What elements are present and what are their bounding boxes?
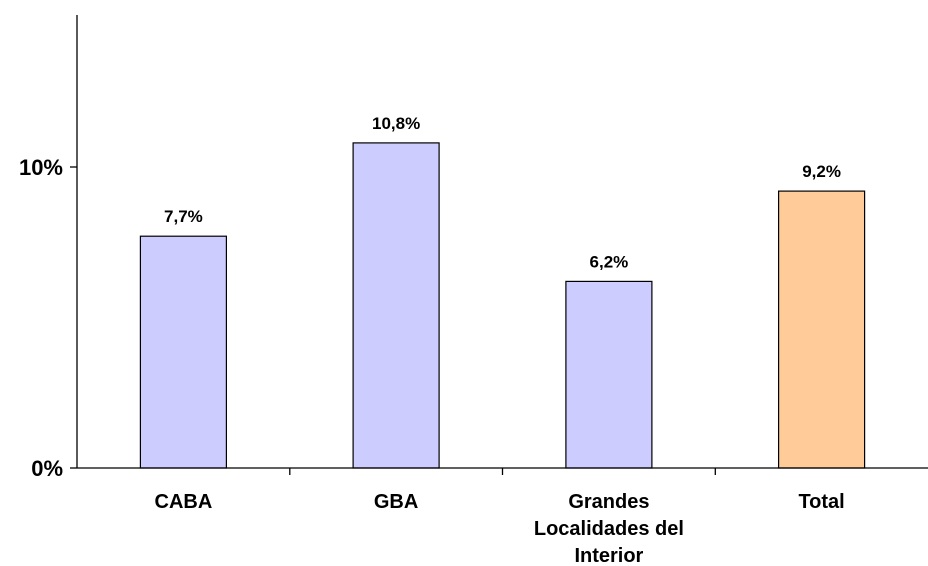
bar-1: [139, 235, 227, 469]
category-label-line: CABA: [155, 491, 213, 513]
category-label-line: Localidades del: [534, 518, 684, 540]
category-label-line: GBA: [374, 491, 418, 513]
category-label-line: Interior: [574, 545, 643, 566]
y-tick-label-2: 10%: [19, 155, 63, 180]
data-label-4: 9,2%: [802, 162, 841, 181]
bar-3: [565, 280, 653, 469]
category-label-3: Grandes Localidades del Interior: [534, 491, 684, 566]
category-label-line: Grandes: [568, 491, 649, 513]
data-label-3: 6,2%: [590, 252, 629, 271]
data-label-2: 10,8%: [372, 114, 420, 133]
category-label-2: GBA: [374, 491, 418, 513]
bar-2: [352, 142, 440, 469]
bar-4: [777, 190, 866, 469]
data-label-1: 7,7%: [164, 207, 203, 226]
category-label-4: Total: [798, 491, 844, 513]
category-label-line: Total: [798, 491, 844, 513]
category-label-1: CABA: [155, 491, 213, 513]
plot-area: 7,7% 10,8% 6,2% 9,2% 0% 10% CABA GBA Grandes Loca…: [19, 15, 928, 566]
y-tick-label-1: 0%: [31, 456, 63, 481]
